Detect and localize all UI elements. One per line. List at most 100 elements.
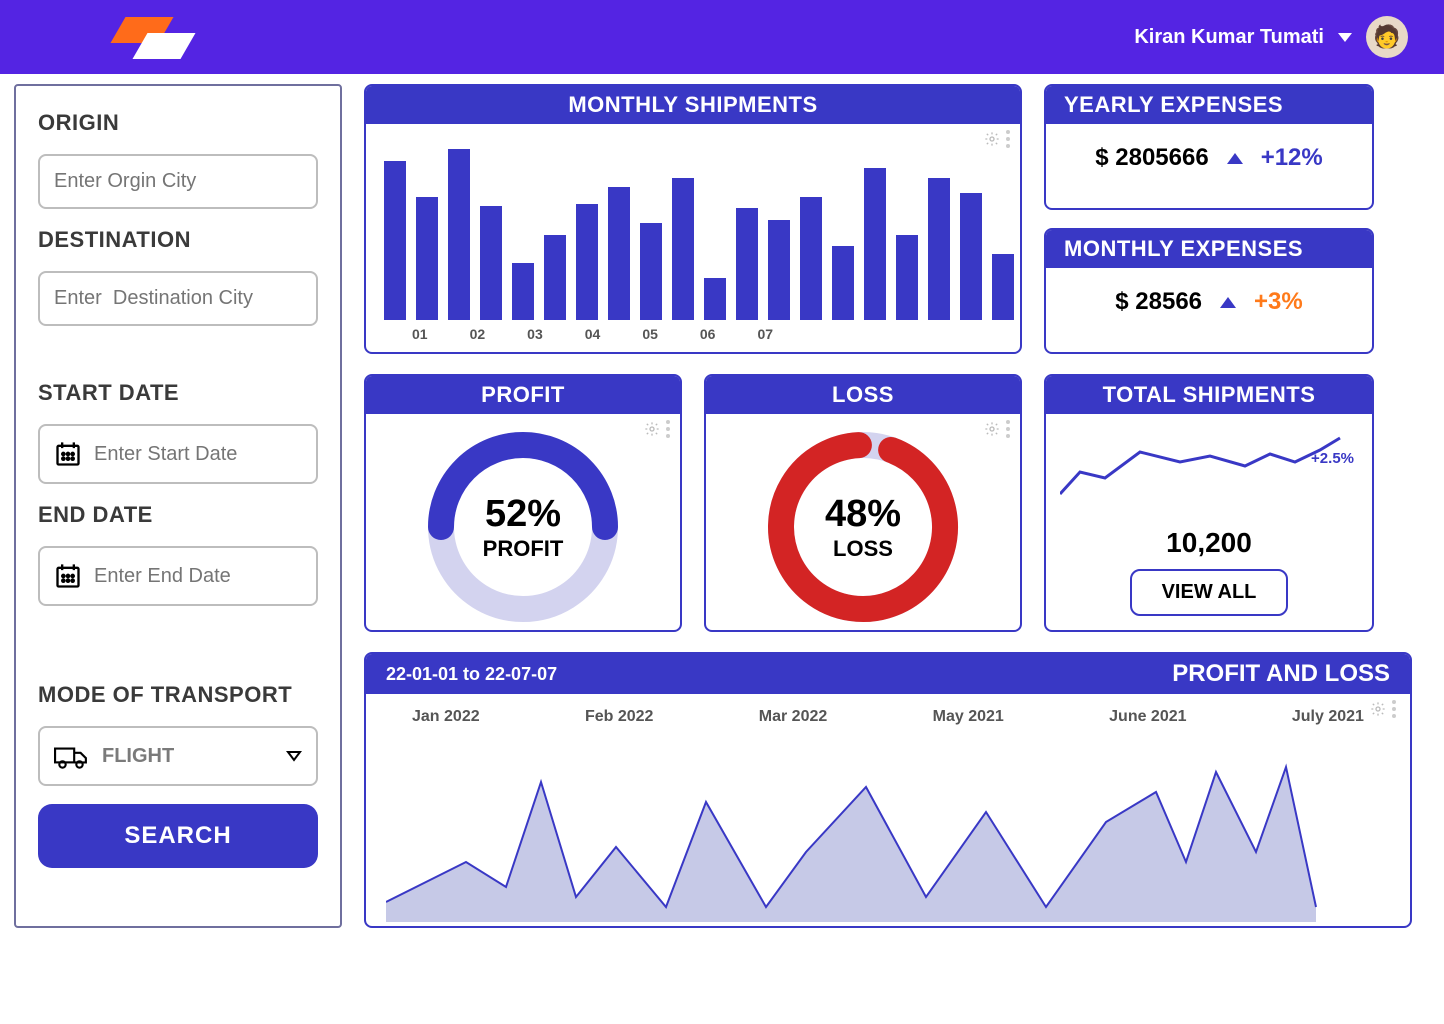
bar (704, 278, 726, 320)
pnl-month-label: July 2021 (1292, 708, 1364, 726)
bar (512, 263, 534, 320)
total-sparkline (1060, 422, 1360, 512)
yearly-expenses-card: YEARLY EXPENSES $ 2805666 +12% (1044, 84, 1374, 210)
user-name: Kiran Kumar Tumati (1134, 26, 1324, 49)
monthly-shipments-title: MONTHLY SHIPMENTS (366, 86, 1020, 124)
shipments-x-labels: 01 02 03 04 05 06 07 (384, 320, 1022, 346)
profit-title: PROFIT (366, 376, 680, 414)
loss-label: LOSS (833, 536, 893, 562)
pnl-month-label: Feb 2022 (585, 708, 653, 726)
yearly-expenses-value: $ 2805666 (1095, 144, 1208, 172)
monthly-expenses-value: $ 28566 (1115, 288, 1202, 316)
monthly-expenses-card: MONTHLY EXPENSES $ 28566 +3% (1044, 228, 1374, 354)
bar (640, 223, 662, 320)
origin-input[interactable] (54, 170, 302, 193)
trend-up-icon (1227, 153, 1243, 164)
end-date-label: END DATE (38, 502, 318, 528)
pnl-title: PROFIT AND LOSS (1172, 660, 1390, 688)
pnl-month-label: Jan 2022 (412, 708, 480, 726)
end-date-input[interactable] (94, 565, 302, 588)
more-icon (1392, 700, 1396, 718)
profit-gauge: 52% PROFIT (418, 422, 628, 632)
chevron-down-icon (286, 749, 302, 763)
calendar-icon (54, 440, 82, 468)
bar (736, 208, 758, 320)
x-label: 04 (585, 326, 601, 342)
loss-card: LOSS 48% LOSS (704, 374, 1022, 632)
bar (576, 204, 598, 320)
monthly-shipments-card: MONTHLY SHIPMENTS 01020304050607 Monthly… (364, 84, 1022, 354)
card-menu[interactable] (644, 420, 670, 438)
bar (448, 149, 470, 320)
search-panel: ORIGIN DESTINATION START DATE END DATE M… (14, 84, 342, 928)
loss-percent: 48% (825, 493, 901, 536)
more-icon (1006, 420, 1010, 438)
bar (608, 187, 630, 320)
calendar-icon (54, 562, 82, 590)
user-menu[interactable]: Kiran Kumar Tumati 🧑 (1134, 16, 1408, 58)
bar (960, 193, 982, 320)
loss-title: LOSS (706, 376, 1020, 414)
logo (110, 17, 200, 57)
search-button[interactable]: SEARCH (38, 804, 318, 868)
pnl-card: 22-01-01 to 22-07-07 PROFIT AND LOSS Jan… (364, 652, 1412, 928)
bar (480, 206, 502, 320)
destination-label: DESTINATION (38, 227, 318, 253)
bar (928, 178, 950, 320)
mode-label: MODE OF TRANSPORT (38, 682, 318, 708)
destination-input[interactable] (54, 287, 302, 310)
x-label: 03 (527, 326, 543, 342)
x-label: 01 (412, 326, 428, 342)
mode-select[interactable]: FLIGHT (38, 726, 318, 786)
bar (768, 220, 790, 320)
pnl-month-label: June 2021 (1109, 708, 1186, 726)
monthly-expenses-delta: +3% (1254, 288, 1303, 316)
bar (896, 235, 918, 320)
bar (416, 197, 438, 320)
dashboard: MONTHLY SHIPMENTS 01020304050607 Monthly… (364, 84, 1412, 928)
bar (832, 246, 854, 320)
chevron-down-icon (1338, 33, 1352, 42)
start-date-label: START DATE (38, 380, 318, 406)
more-icon (1006, 130, 1010, 148)
end-date-input-wrap (38, 546, 318, 606)
total-delta: +2.5% (1311, 450, 1354, 467)
total-shipments-title: TOTAL SHIPMENTS (1046, 376, 1372, 414)
pnl-month-label: Mar 2022 (759, 708, 828, 726)
avatar[interactable]: 🧑 (1366, 16, 1408, 58)
pnl-months: Jan 2022 Feb 2022 Mar 2022 May 2021 June 202… (386, 704, 1390, 726)
card-menu[interactable] (984, 420, 1010, 438)
yearly-expenses-title: YEARLY EXPENSES (1046, 86, 1372, 124)
x-label: 05 (642, 326, 658, 342)
profit-card: PROFIT 52% PROFIT (364, 374, 682, 632)
card-menu[interactable] (984, 130, 1010, 148)
view-all-button[interactable]: VIEW ALL (1130, 569, 1289, 616)
x-label: 06 (700, 326, 716, 342)
gear-icon (1370, 701, 1386, 717)
pnl-month-label: May 2021 (933, 708, 1004, 726)
origin-label: ORIGIN (38, 110, 318, 136)
pnl-range: 22-01-01 to 22-07-07 (386, 664, 557, 685)
gear-icon (984, 131, 1000, 147)
yearly-expenses-delta: +12% (1261, 144, 1323, 172)
card-menu[interactable] (1370, 700, 1396, 718)
shipments-bars (384, 134, 1022, 320)
total-shipments-card: TOTAL SHIPMENTS +2.5% 10,200 VIEW ALL (1044, 374, 1374, 632)
x-label: 02 (470, 326, 486, 342)
bar (384, 161, 406, 320)
x-label: 07 (757, 326, 773, 342)
truck-icon (54, 742, 88, 770)
start-date-input[interactable] (94, 443, 302, 466)
app-header: Kiran Kumar Tumati 🧑 (0, 0, 1444, 74)
gear-icon (984, 421, 1000, 437)
profit-label: PROFIT (483, 536, 564, 562)
mode-value: FLIGHT (102, 745, 174, 768)
gear-icon (644, 421, 660, 437)
bar (544, 235, 566, 320)
origin-input-wrap (38, 154, 318, 209)
profit-percent: 52% (485, 493, 561, 536)
bar (800, 197, 822, 320)
monthly-expenses-title: MONTHLY EXPENSES (1046, 230, 1372, 268)
more-icon (666, 420, 670, 438)
start-date-input-wrap (38, 424, 318, 484)
